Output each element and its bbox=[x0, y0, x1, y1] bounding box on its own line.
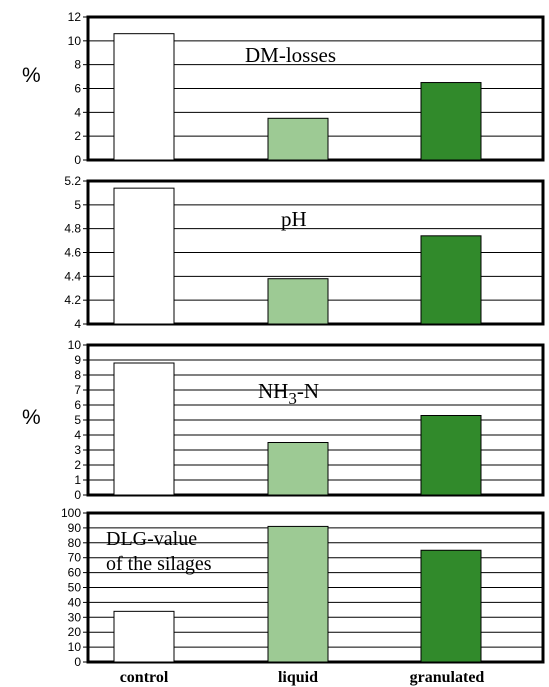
y-tick-label: 4 bbox=[74, 428, 81, 442]
y-tick-label: 8 bbox=[74, 368, 81, 382]
bar-liquid bbox=[267, 117, 329, 161]
y-tick-label: 4.2 bbox=[64, 293, 81, 307]
y-tick-label: 4.6 bbox=[64, 246, 81, 260]
nh3n-title-subscript: 3 bbox=[288, 389, 297, 408]
y-tick-label: 0 bbox=[74, 488, 81, 502]
y-tick-label: 50 bbox=[68, 581, 82, 595]
y-tick-label: 90 bbox=[68, 521, 82, 535]
panel-title-dlg-line1: DLG-value bbox=[106, 528, 197, 550]
panel-title-dm-losses: DM-losses bbox=[245, 43, 336, 67]
y-tick-label: 4.8 bbox=[64, 222, 81, 236]
y-tick-label: 6 bbox=[74, 398, 81, 412]
y-tick-label: 10 bbox=[68, 338, 82, 352]
y-tick-label: 0 bbox=[74, 655, 81, 669]
category-label-granulated: granulated bbox=[410, 669, 485, 686]
y-tick-label: 1 bbox=[74, 473, 81, 487]
panel-title-ph: pH bbox=[281, 207, 307, 231]
y-tick-label: 100 bbox=[61, 506, 81, 520]
y-tick-label: 2 bbox=[74, 458, 81, 472]
nh3n-title-tail: -N bbox=[297, 379, 319, 403]
y-tick-label: 7 bbox=[74, 383, 81, 397]
nh3n-title-main: NH bbox=[258, 379, 288, 403]
tick-layer: 02468101244.24.44.64.855.201234567891001… bbox=[61, 10, 88, 669]
y-tick-label: 12 bbox=[68, 10, 82, 24]
y-tick-label: 6 bbox=[74, 82, 81, 96]
y-tick-label: 3 bbox=[74, 443, 81, 457]
y-tick-label: 5 bbox=[74, 413, 81, 427]
y-tick-label: 10 bbox=[68, 640, 82, 654]
y-tick-label: 20 bbox=[68, 625, 82, 639]
y-tick-label: 5 bbox=[74, 198, 81, 212]
bar-liquid bbox=[267, 278, 329, 325]
category-label-control: control bbox=[120, 669, 169, 686]
y-tick-label: 8 bbox=[74, 58, 81, 72]
y-tick-label: 4 bbox=[74, 105, 81, 119]
y-tick-label: 80 bbox=[68, 536, 82, 550]
y-tick-label: 30 bbox=[68, 610, 82, 624]
unit-label-nh3n: % bbox=[22, 406, 41, 429]
bar-granulated bbox=[420, 235, 482, 325]
bar-granulated bbox=[420, 549, 482, 663]
bar-liquid bbox=[267, 442, 329, 496]
panel-title-dlg-line2: of the silages bbox=[106, 553, 212, 575]
y-tick-label: 5.2 bbox=[64, 174, 81, 188]
y-tick-label: 40 bbox=[68, 595, 82, 609]
bar-liquid bbox=[267, 525, 329, 663]
y-tick-label: 9 bbox=[74, 353, 81, 367]
bar-control bbox=[113, 610, 175, 663]
y-tick-label: 4 bbox=[74, 317, 81, 331]
bar-control bbox=[113, 187, 175, 325]
y-tick-label: 70 bbox=[68, 551, 82, 565]
bar-layer bbox=[113, 33, 482, 663]
bar-control bbox=[113, 362, 175, 496]
y-tick-label: 0 bbox=[74, 153, 81, 167]
category-label-liquid: liquid bbox=[278, 669, 318, 686]
y-tick-label: 60 bbox=[68, 566, 82, 580]
bar-control bbox=[113, 33, 175, 161]
panel-title-nh3n: NH3-N bbox=[258, 379, 319, 408]
y-tick-label: 4.4 bbox=[64, 269, 81, 283]
y-tick-label: 2 bbox=[74, 129, 81, 143]
bar-granulated bbox=[420, 82, 482, 161]
bar-granulated bbox=[420, 415, 482, 496]
unit-label-dm-losses: % bbox=[22, 64, 41, 87]
y-tick-label: 10 bbox=[68, 34, 82, 48]
